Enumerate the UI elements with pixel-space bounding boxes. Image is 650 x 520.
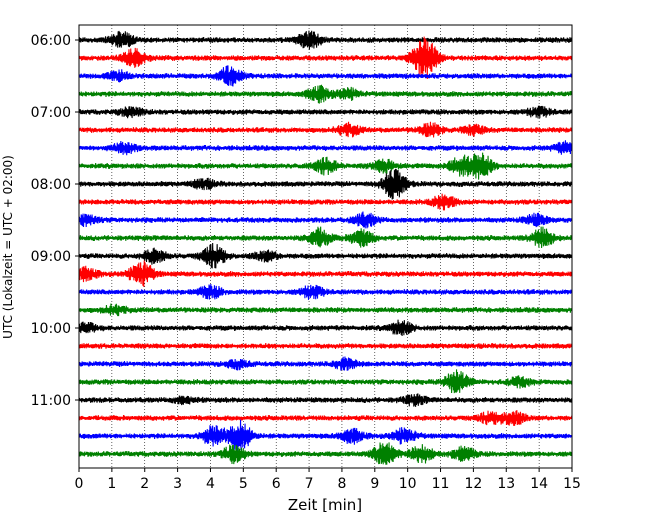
trace-0630 <box>78 65 573 87</box>
trace-group <box>78 30 573 465</box>
x-tick-label: 3 <box>173 476 182 492</box>
y-tick-label: 09:00 <box>31 249 71 265</box>
trace-1115 <box>78 410 573 426</box>
y-tick-label: 07:00 <box>31 105 71 121</box>
x-axis-label: Zeit [min] <box>288 496 362 514</box>
trace-0700 <box>78 105 573 119</box>
x-tick-label: 13 <box>497 476 515 492</box>
trace-1045 <box>78 369 573 394</box>
trace-0915 <box>78 260 573 287</box>
x-tick-label: 0 <box>75 476 84 492</box>
x-tick-label: 7 <box>305 476 314 492</box>
x-tick-label: 4 <box>206 476 215 492</box>
x-tick-label: 11 <box>432 476 450 492</box>
x-tick-label: 14 <box>530 476 548 492</box>
trace-1015 <box>78 342 573 350</box>
x-tick-label: 10 <box>399 476 417 492</box>
y-tick-label: 08:00 <box>31 177 71 193</box>
trace-0745 <box>78 152 573 180</box>
trace-0730 <box>78 140 573 156</box>
trace-1130 <box>78 419 573 453</box>
x-tick-label: 9 <box>370 476 379 492</box>
trace-0830 <box>78 211 573 229</box>
x-tick-label: 15 <box>563 476 581 492</box>
trace-0945 <box>78 303 573 317</box>
y-tick-label: 11:00 <box>31 393 71 409</box>
x-tick-label: 8 <box>337 476 346 492</box>
trace-0600 <box>78 30 573 50</box>
trace-0800 <box>78 168 573 200</box>
trace-1030 <box>78 356 573 371</box>
x-tick-label: 1 <box>107 476 116 492</box>
trace-0815 <box>78 193 573 211</box>
plot-frame <box>78 24 573 469</box>
trace-0645 <box>78 84 573 104</box>
y-axis-label: UTC (Lokalzeit = UTC + 02:00) <box>1 155 15 339</box>
trace-0930 <box>78 284 573 300</box>
y-axis-ticks: 06:00 07:00 08:00 09:00 10:00 11:00 <box>31 33 79 409</box>
y-tick-label: 06:00 <box>31 33 71 49</box>
trace-0845 <box>78 226 573 248</box>
vertical-grid <box>111 25 540 468</box>
trace-1000 <box>78 319 573 336</box>
x-tick-label: 2 <box>140 476 149 492</box>
trace-0715 <box>78 121 573 138</box>
x-axis-ticks: 0 1 2 3 4 5 6 7 8 9 10 11 12 13 14 15 <box>75 468 581 492</box>
trace-1100 <box>78 393 573 407</box>
trace-0615 <box>78 36 573 79</box>
x-tick-label: 6 <box>272 476 281 492</box>
x-tick-label: 12 <box>464 476 482 492</box>
trace-0900 <box>78 243 573 269</box>
x-tick-label: 5 <box>239 476 248 492</box>
trace-1145 <box>78 442 573 465</box>
y-tick-label: 10:00 <box>31 321 71 337</box>
